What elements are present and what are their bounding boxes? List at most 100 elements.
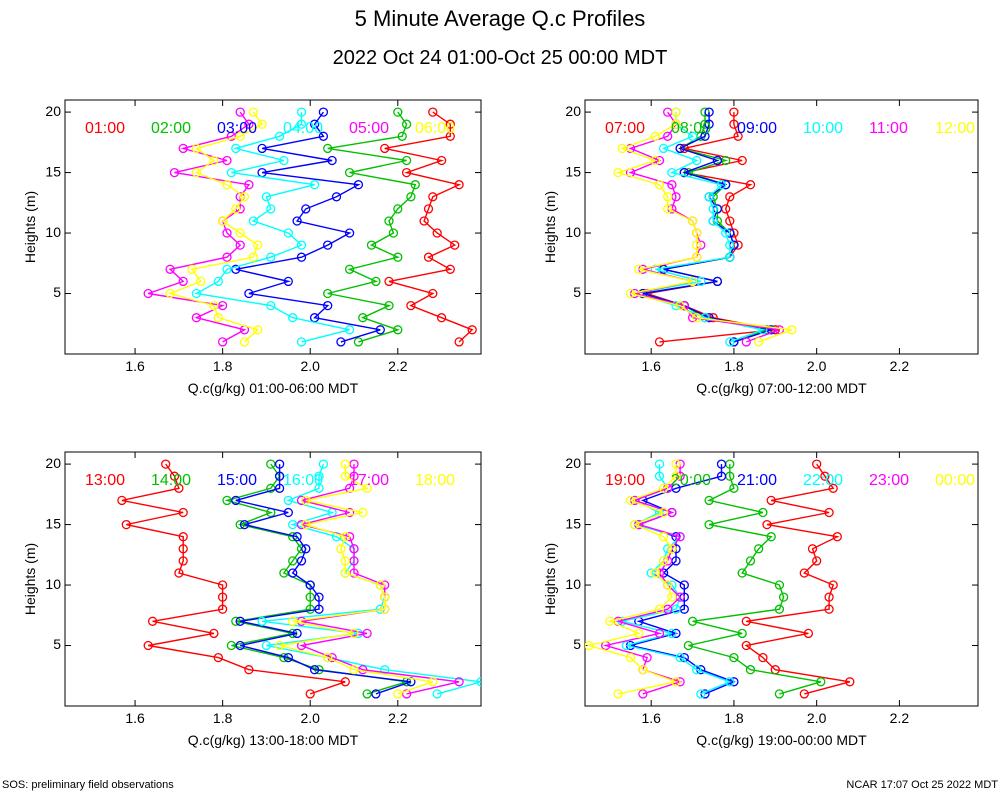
data-point — [274, 471, 285, 481]
data-point — [692, 665, 702, 675]
data-point — [766, 532, 776, 542]
data-point — [191, 143, 202, 154]
data-point — [340, 532, 350, 542]
data-point — [712, 276, 723, 287]
data-point — [266, 204, 276, 214]
data-point — [169, 167, 180, 178]
data-point — [725, 337, 735, 347]
data-point — [344, 325, 355, 335]
data-point — [318, 131, 329, 141]
data-point — [222, 155, 232, 166]
x-tick-label: 2.2 — [388, 710, 408, 726]
data-point — [671, 107, 681, 117]
data-point — [235, 107, 245, 117]
data-point — [629, 519, 640, 530]
data-point — [358, 507, 368, 518]
x-tick-label: 2.0 — [300, 710, 320, 726]
data-point — [658, 556, 669, 566]
legend-entry: 07:00 — [605, 120, 645, 137]
data-point — [803, 628, 814, 639]
data-point — [401, 689, 412, 699]
data-point — [650, 155, 660, 166]
data-point — [358, 313, 368, 323]
data-point — [362, 483, 372, 493]
data-point — [687, 216, 698, 226]
x-tick-label: 1.8 — [213, 358, 233, 374]
data-point — [799, 568, 809, 578]
legend-entry: 00:00 — [935, 472, 975, 489]
data-point — [217, 592, 228, 602]
data-point — [658, 483, 669, 493]
data-point — [687, 616, 698, 626]
data-point — [613, 689, 623, 699]
plot-frame — [584, 99, 979, 355]
figure-title: 5 Minute Average Q.c Profiles — [355, 6, 646, 31]
data-point — [613, 167, 623, 178]
data-point — [436, 155, 447, 166]
series-line-13:00 — [121, 463, 346, 695]
data-point — [663, 131, 673, 141]
legend-entry: 14:00 — [151, 472, 191, 489]
data-point — [423, 252, 434, 262]
data-point — [235, 240, 245, 250]
data-point — [274, 483, 285, 493]
data-point — [283, 228, 293, 238]
data-point — [279, 155, 289, 166]
x-axis-label: Q.c(g/kg) 07:00-12:00 MDT — [696, 380, 867, 396]
data-point — [380, 143, 390, 154]
legend-entry: 19:00 — [605, 472, 645, 489]
y-tick-label: 15 — [565, 515, 581, 531]
data-point — [454, 180, 464, 190]
data-point — [301, 204, 311, 214]
data-point — [617, 143, 627, 154]
data-point — [301, 544, 311, 554]
data-point — [371, 276, 381, 287]
data-point — [296, 556, 307, 566]
series-line-21:00 — [630, 464, 736, 695]
data-point — [327, 155, 337, 166]
data-point — [292, 628, 302, 639]
y-tick-label: 10 — [565, 576, 581, 592]
legend-entry: 16:00 — [283, 472, 323, 489]
data-point — [314, 471, 324, 481]
data-point — [423, 204, 434, 214]
y-tick-label: 5 — [573, 636, 581, 652]
series-group — [143, 107, 477, 347]
y-tick-label: 20 — [45, 103, 61, 119]
legend-entry: 03:00 — [217, 120, 257, 137]
data-point — [244, 288, 254, 299]
data-point — [178, 544, 188, 554]
y-tick-label: 20 — [565, 455, 581, 471]
data-point — [248, 216, 258, 226]
data-point — [371, 689, 381, 699]
data-point — [349, 471, 359, 481]
series-line-18:00 — [279, 464, 434, 695]
data-point — [340, 556, 350, 566]
data-point — [725, 252, 735, 262]
panel-3: 1.6 1.8 2.0 2.2 5 10 15 20 Q.c(g/kg) 13:00-18:00… — [22, 451, 482, 748]
data-point — [406, 300, 416, 311]
data-point — [816, 677, 826, 687]
data-point — [704, 107, 714, 117]
data-point — [708, 216, 718, 226]
data-point — [393, 252, 403, 262]
data-point — [244, 119, 254, 129]
data-point — [605, 616, 615, 626]
series-group — [585, 459, 855, 699]
plot-frame — [64, 99, 482, 355]
data-point — [323, 300, 333, 311]
data-point — [213, 276, 223, 287]
data-point — [288, 616, 298, 626]
data-point — [658, 507, 669, 518]
data-point — [235, 228, 245, 238]
data-point — [248, 107, 258, 117]
data-point — [476, 677, 481, 687]
data-point — [393, 107, 403, 117]
y-tick-label: 5 — [573, 284, 581, 300]
data-point — [178, 143, 188, 154]
data-point — [704, 519, 714, 530]
data-point — [667, 592, 677, 602]
data-point — [296, 107, 307, 117]
legend-entry: 21:00 — [737, 472, 777, 489]
data-point — [741, 640, 751, 651]
